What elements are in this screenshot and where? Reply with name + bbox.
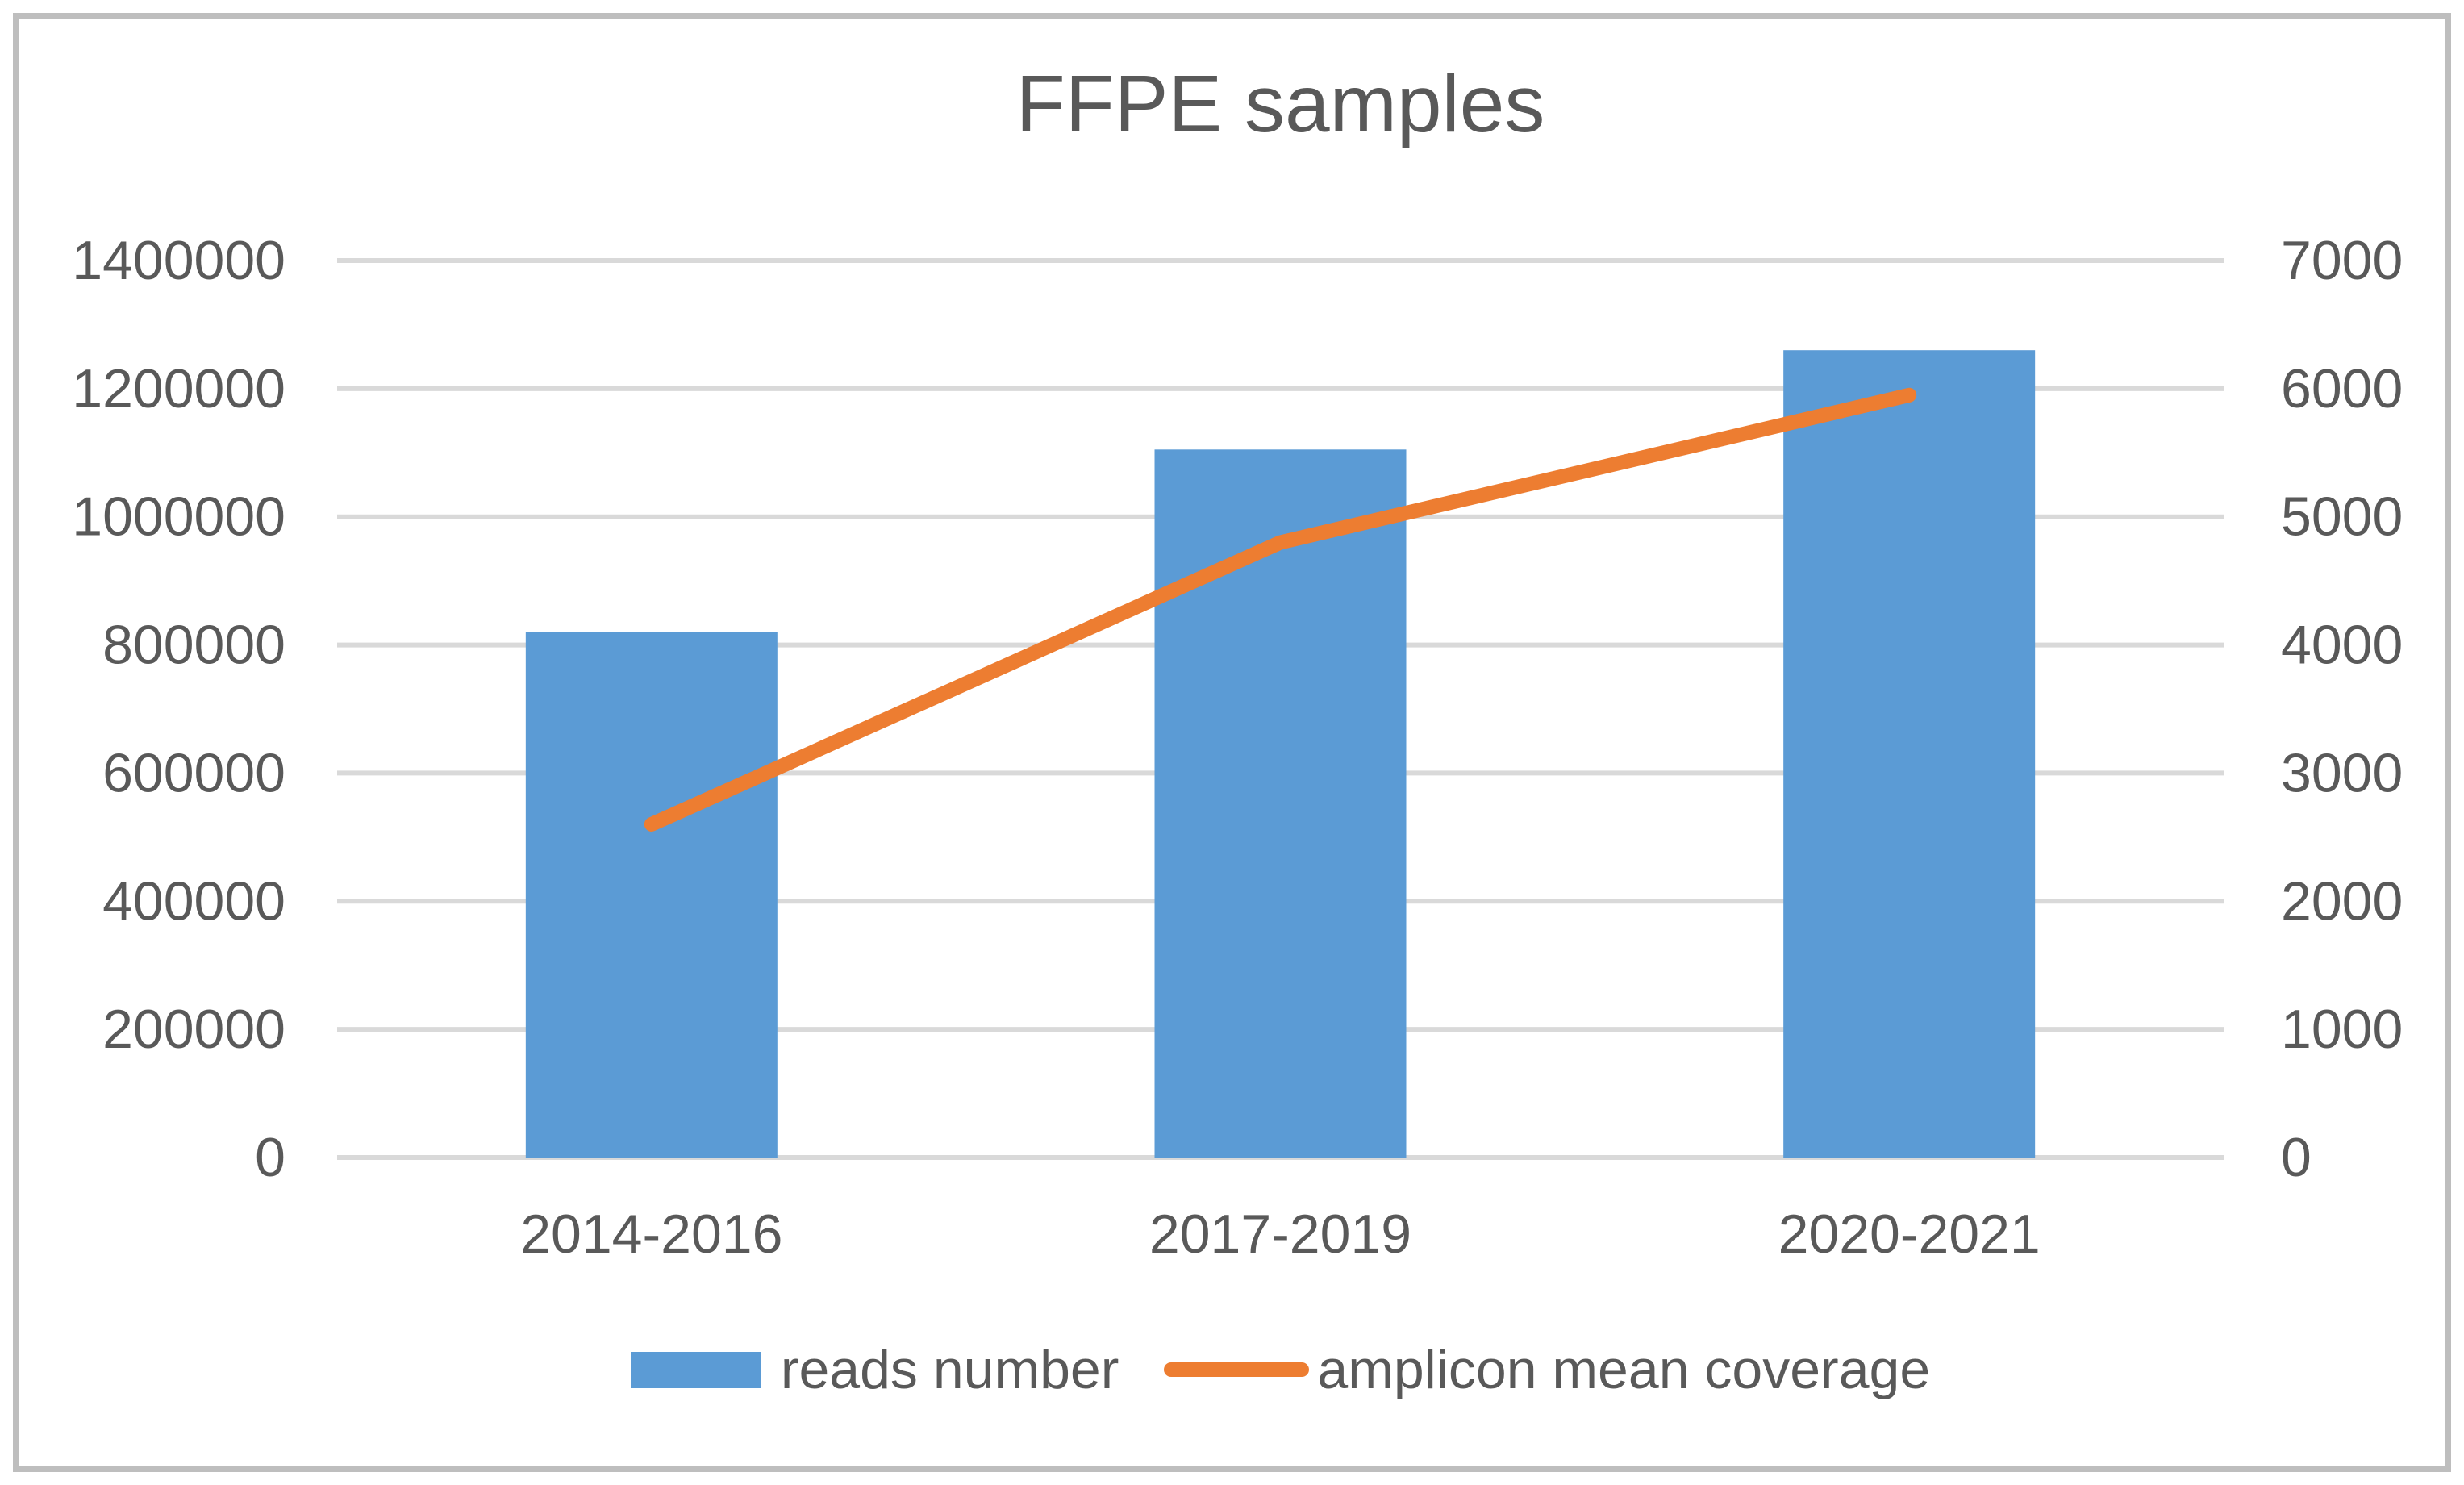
x-axis-label: 2014-2016 [520,1203,782,1265]
left-axis-tick-label: 1200000 [72,358,286,419]
coverage-line [644,387,1917,832]
legend-item-amplicon-mean-coverage: amplicon mean coverage [1164,1338,1930,1401]
legend-label-amplicon-mean-coverage: amplicon mean coverage [1317,1339,1931,1400]
left-axis-tick-label: 1000000 [72,486,286,548]
left-axis-tick-label: 1400000 [72,230,286,291]
x-axis-label: 2020-2021 [1778,1203,2041,1265]
left-axis-tick-label: 600000 [102,742,286,803]
bar-2017-2019 [1154,449,1407,1158]
chart-title: FFPE samples [1015,59,1545,149]
legend-swatch-line [1164,1362,1310,1377]
legend-swatch-bar [630,1351,761,1388]
right-axis-tick-label: 6000 [2281,358,2403,419]
bar-2014-2016 [525,632,778,1158]
right-axis-tick-label: 3000 [2281,742,2403,803]
legend-item-reads-number: reads number [630,1338,1119,1401]
left-axis-tick-label: 200000 [102,999,286,1060]
legend: reads number amplicon mean coverage [337,1333,2224,1407]
right-axis-tick-label: 5000 [2281,486,2403,548]
left-axis-tick-label: 400000 [102,870,286,932]
right-axis-tick-label: 7000 [2281,230,2403,291]
left-axis-tick-label: 0 [255,1127,286,1188]
right-axis-tick-label: 0 [2281,1127,2312,1188]
left-axis-tick-label: 800000 [102,615,286,676]
legend-label-reads-number: reads number [780,1339,1119,1400]
x-axis-label: 2017-2019 [1149,1203,1411,1265]
bar-2020-2021 [1783,350,2036,1158]
right-axis-tick-label: 1000 [2281,999,2403,1060]
right-axis-tick-label: 4000 [2281,615,2403,676]
right-axis-tick-label: 2000 [2281,870,2403,932]
